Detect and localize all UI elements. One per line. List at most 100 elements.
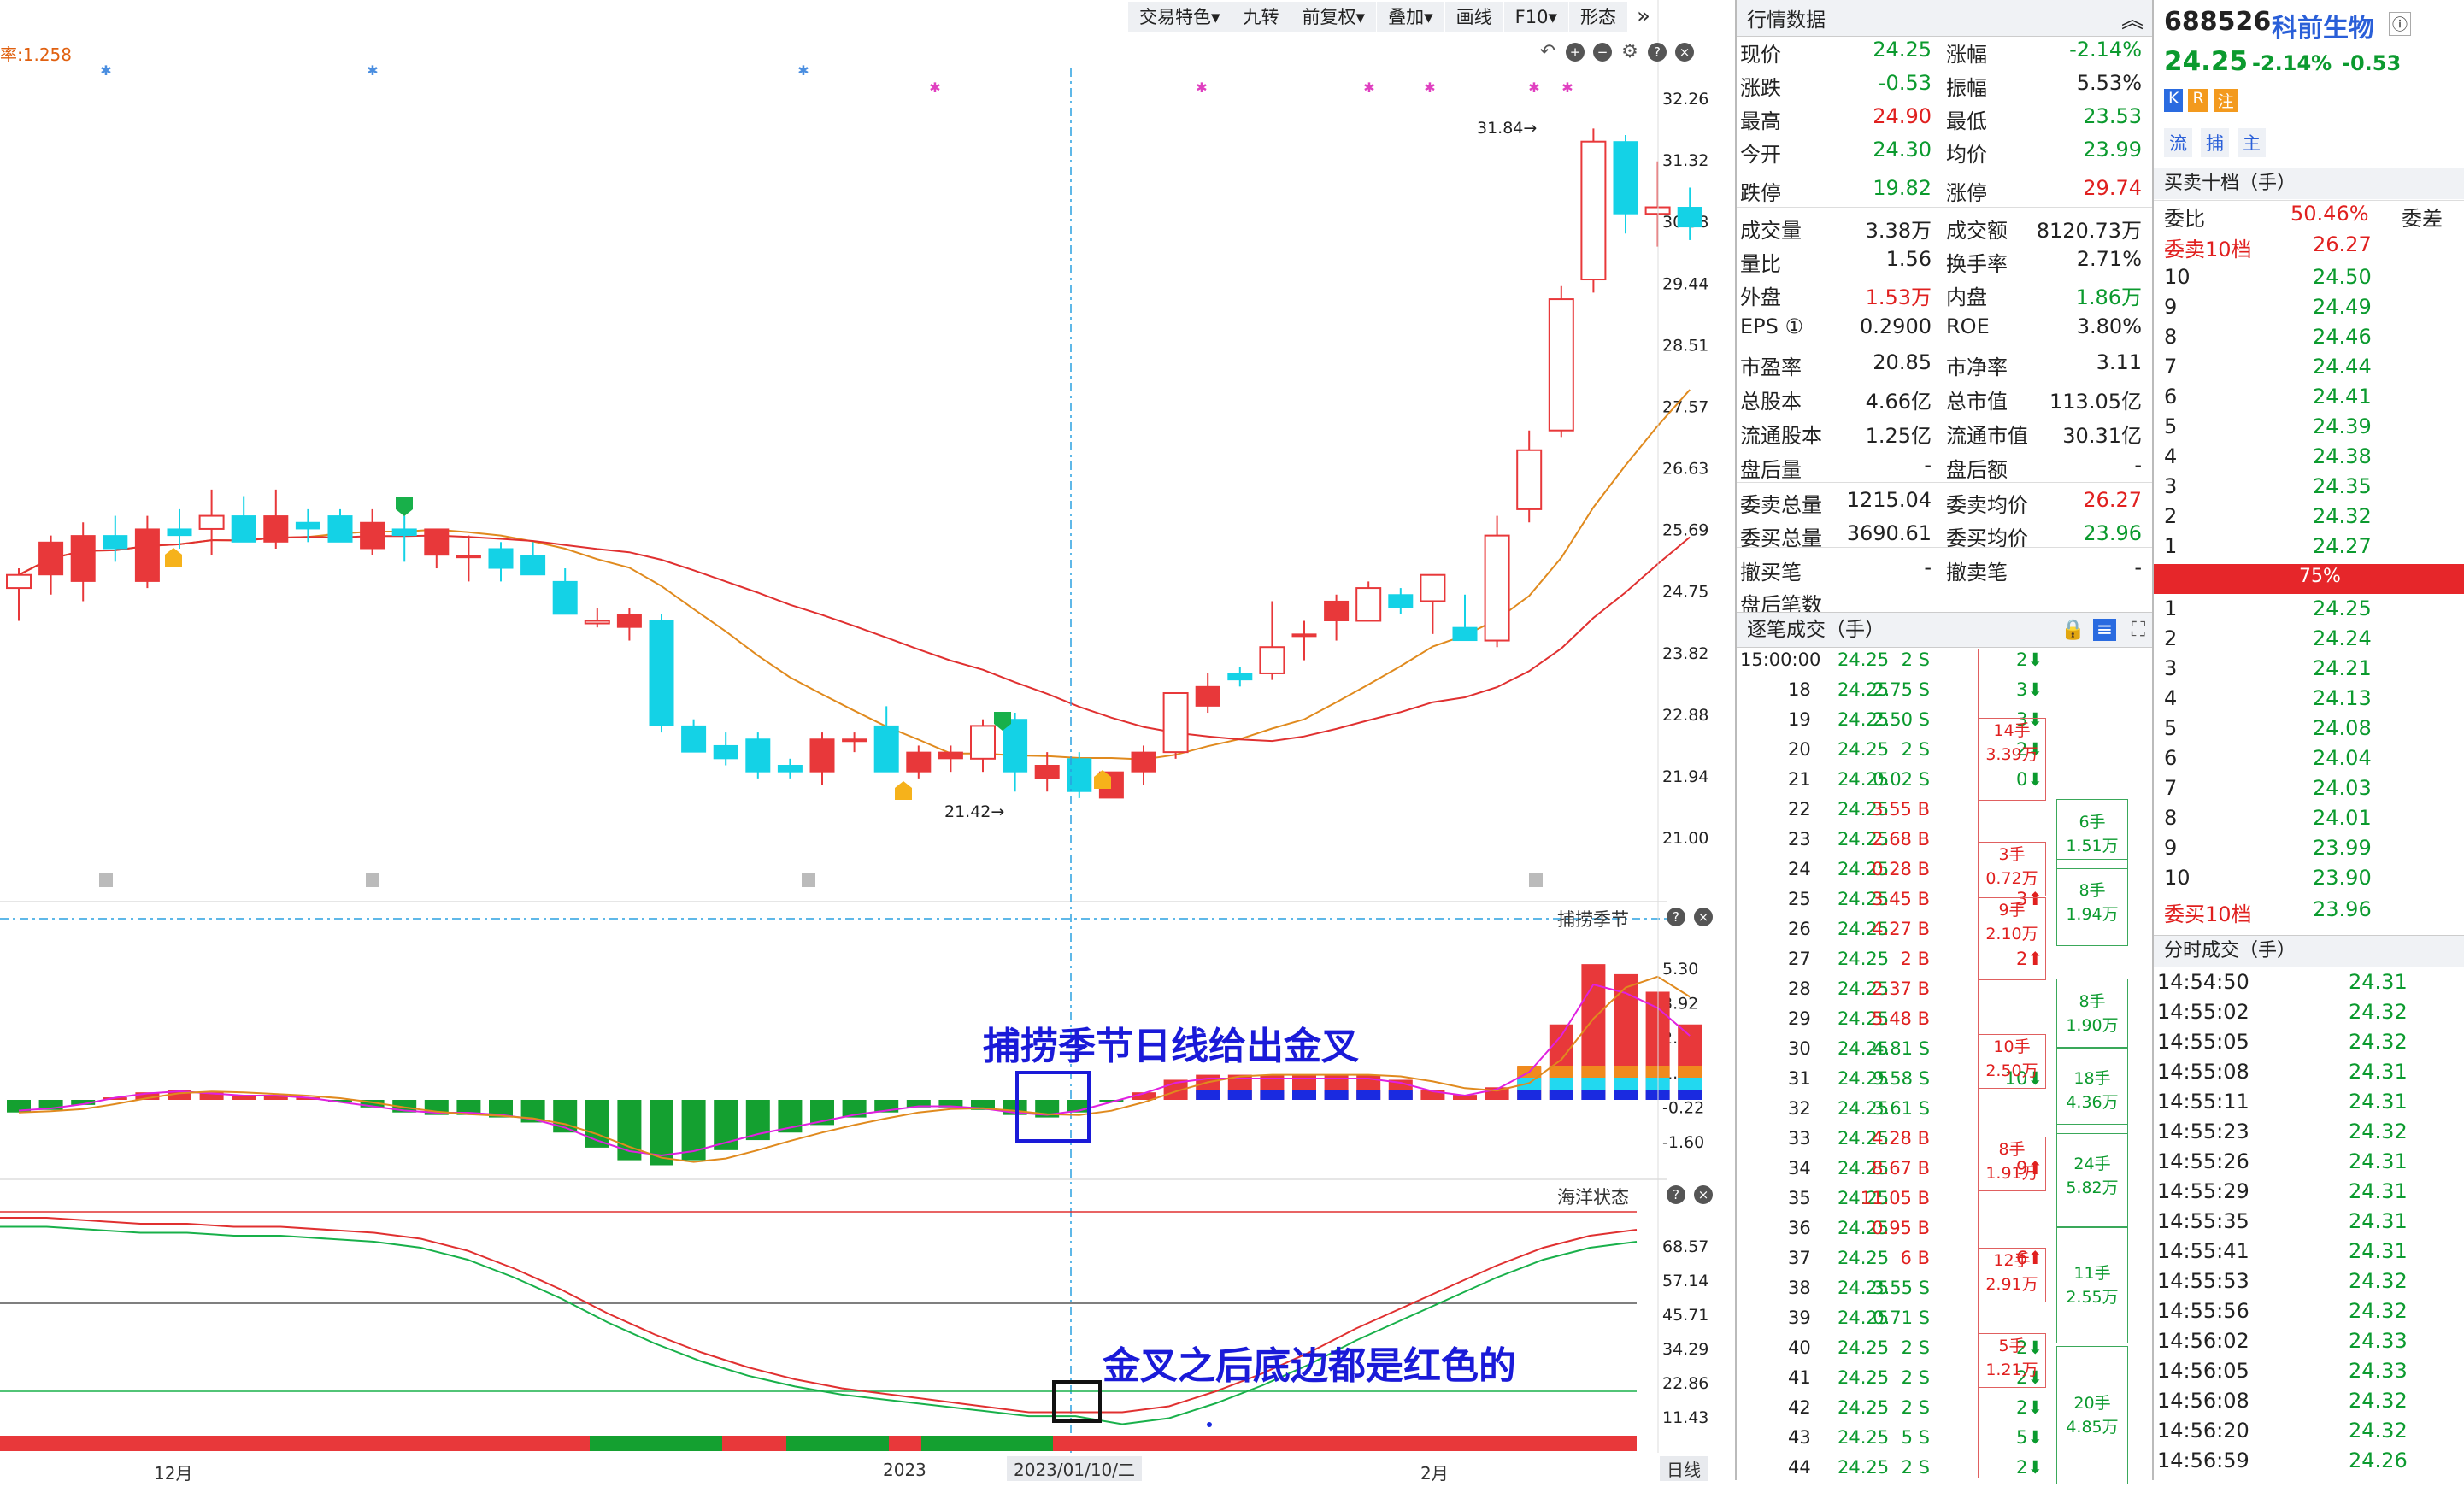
stock-info-icon[interactable]: ⓘ: [2389, 12, 2411, 36]
tick-time: 14:55:41: [2157, 1239, 2249, 1263]
trade-price: 24.25: [1838, 739, 1890, 760]
zoom-in-icon[interactable]: +: [1566, 43, 1585, 62]
trade-volume: 2 S: [1901, 1337, 1930, 1358]
kline-chart-canvas[interactable]: 32.2631.3230.3829.4428.5127.5726.6325.69…: [0, 0, 1735, 1480]
tick-price: 24.31: [2349, 1060, 2408, 1084]
buy-level-row: 6 24.04: [2154, 746, 2464, 776]
quote-header: 行情数据 ︽: [1737, 0, 2154, 37]
candle-body: [1388, 594, 1414, 608]
depth-ratio-bar-label: 75%: [2299, 566, 2341, 587]
candle-body: [488, 548, 514, 569]
quote-label: 委卖总量: [1740, 493, 1822, 517]
level-price: 24.03: [2313, 776, 2372, 800]
histogram-bar: [199, 1092, 224, 1100]
lock-icon[interactable]: 🔒: [2061, 619, 2085, 641]
tick-row: 14:55:29 24.31: [2154, 1179, 2464, 1209]
tick-time: 14:55:02: [2157, 1000, 2249, 1024]
candle-body: [1484, 534, 1510, 642]
period-selector[interactable]: 日线: [1660, 1456, 1708, 1481]
trade-row: 44 24.25 2 S 2⬇: [1737, 1457, 2154, 1487]
quote-value: 24.90: [1873, 104, 1932, 128]
list-view-icon[interactable]: ≡: [2092, 619, 2116, 641]
quote-value: 1.53万: [1865, 285, 1932, 309]
panel2-help-icon[interactable]: ?: [1667, 908, 1685, 926]
buy-marker-icon: [895, 781, 912, 800]
candle-body: [1355, 587, 1382, 622]
toolbar-more-icon[interactable]: »: [1636, 3, 1650, 29]
quote-value: -: [1924, 453, 1932, 477]
trade-row: 15:00:00 24.25 2 S 2⬇: [1737, 649, 2154, 679]
stock-name[interactable]: 科前生物: [2272, 14, 2374, 44]
toolbar-overlay[interactable]: 叠加▾: [1377, 2, 1445, 32]
toolbar-jiuzhuan[interactable]: 九转: [1232, 2, 1291, 32]
panel3-close-icon[interactable]: ×: [1694, 1185, 1713, 1204]
signal-star-icon: ✱: [929, 79, 940, 96]
panel2-close-icon[interactable]: ×: [1694, 908, 1713, 926]
trade-volume: 2 S: [1901, 1457, 1930, 1478]
sell-level-row: 6 24.41: [2154, 385, 2464, 414]
quote-row: 盘后量 - 盘后额 -: [1737, 453, 2154, 487]
trade-row: 24 24.25 0.28 B: [1737, 859, 2154, 889]
toolbar-draw[interactable]: 画线: [1444, 2, 1504, 32]
histogram-bar: [842, 1100, 867, 1118]
expand-icon[interactable]: ⛶: [2131, 619, 2145, 641]
tick-price: 24.32: [2349, 1389, 2408, 1413]
trade-volume: 0.02 S: [1873, 769, 1930, 790]
trade-time: 44: [1788, 1457, 1811, 1478]
date-label-feb: 2月: [1420, 1463, 1449, 1484]
trade-price: 24.25: [1838, 1158, 1890, 1178]
settings-icon[interactable]: ⚙: [1621, 41, 1638, 62]
quote-label: 振幅: [1946, 76, 1987, 100]
tick-time: 14:56:05: [2157, 1359, 2249, 1383]
candle-body: [873, 725, 899, 773]
trade-row: 21 24.25 0.02 S 0⬇: [1737, 769, 2154, 799]
tick-price: 24.31: [2349, 1149, 2408, 1173]
buy-level-row: 4 24.13: [2154, 686, 2464, 716]
candle-body: [231, 515, 256, 543]
panel2-tick-label: -1.60: [1662, 1133, 1704, 1152]
panel3-dot: [1207, 1422, 1212, 1427]
trades-title: 逐笔成交（手）: [1747, 619, 1885, 641]
tag-bu[interactable]: 捕: [2201, 128, 2229, 157]
trade-row: 20 24.25 2 S 2⬇: [1737, 739, 2154, 769]
help-icon[interactable]: ?: [1648, 43, 1667, 62]
quote-value: -: [2134, 555, 2142, 579]
zoom-out-icon[interactable]: −: [1593, 43, 1612, 62]
toolbar-adjust[interactable]: 前复权▾: [1291, 2, 1378, 32]
trade-time: 25: [1788, 889, 1811, 909]
quote-divider: [1737, 547, 2154, 548]
badge-zhu[interactable]: 注: [2213, 89, 2238, 112]
candle-body: [1548, 298, 1574, 432]
toolbar-f10[interactable]: F10▾: [1503, 2, 1569, 32]
date-label-dec: 12月: [154, 1463, 193, 1484]
trade-volume: 3.45 B: [1872, 889, 1930, 909]
trade-volume: 5 S: [1901, 1427, 1930, 1448]
badge-r[interactable]: R: [2188, 89, 2208, 112]
level-price: 24.50: [2313, 265, 2372, 289]
kline-chart-area[interactable]: 32.2631.3230.3829.4428.5127.5726.6325.69…: [0, 0, 1735, 1484]
undo-icon[interactable]: ↶: [1539, 41, 1556, 62]
tag-liu[interactable]: 流: [2164, 128, 2192, 157]
trade-price: 24.25: [1838, 799, 1890, 820]
tick-time: 14:55:56: [2157, 1299, 2249, 1323]
sell-level-row: 7 24.44: [2154, 355, 2464, 385]
trade-row: 33 24.25 4.28 B: [1737, 1128, 2154, 1158]
panel3-title: 海洋状态: [1557, 1187, 1629, 1208]
trade-group-count: 18手: [2073, 1069, 2111, 1088]
signal-star-icon: ✱: [1424, 79, 1435, 96]
toolbar-pattern[interactable]: 形态: [1568, 2, 1628, 32]
trade-volume: 2 S: [1901, 1367, 1930, 1388]
quote-value: 26.27: [2083, 488, 2142, 512]
quote-label: 流通股本: [1740, 424, 1822, 448]
quote-label: 换手率: [1946, 252, 2008, 276]
price-tick-label: 22.88: [1662, 706, 1708, 725]
close-icon[interactable]: ×: [1675, 43, 1694, 62]
signal-star-icon: ✱: [1363, 79, 1374, 96]
toolbar-trading-feature[interactable]: 交易特色▾: [1128, 2, 1232, 32]
candle-body: [681, 725, 707, 753]
panel3-help-icon[interactable]: ?: [1667, 1185, 1685, 1204]
tag-zhu[interactable]: 主: [2238, 128, 2266, 157]
badge-k[interactable]: K: [2164, 89, 2184, 112]
buy-avg-price: 23.96: [2313, 897, 2372, 921]
collapse-icon[interactable]: ︽: [2120, 7, 2144, 33]
